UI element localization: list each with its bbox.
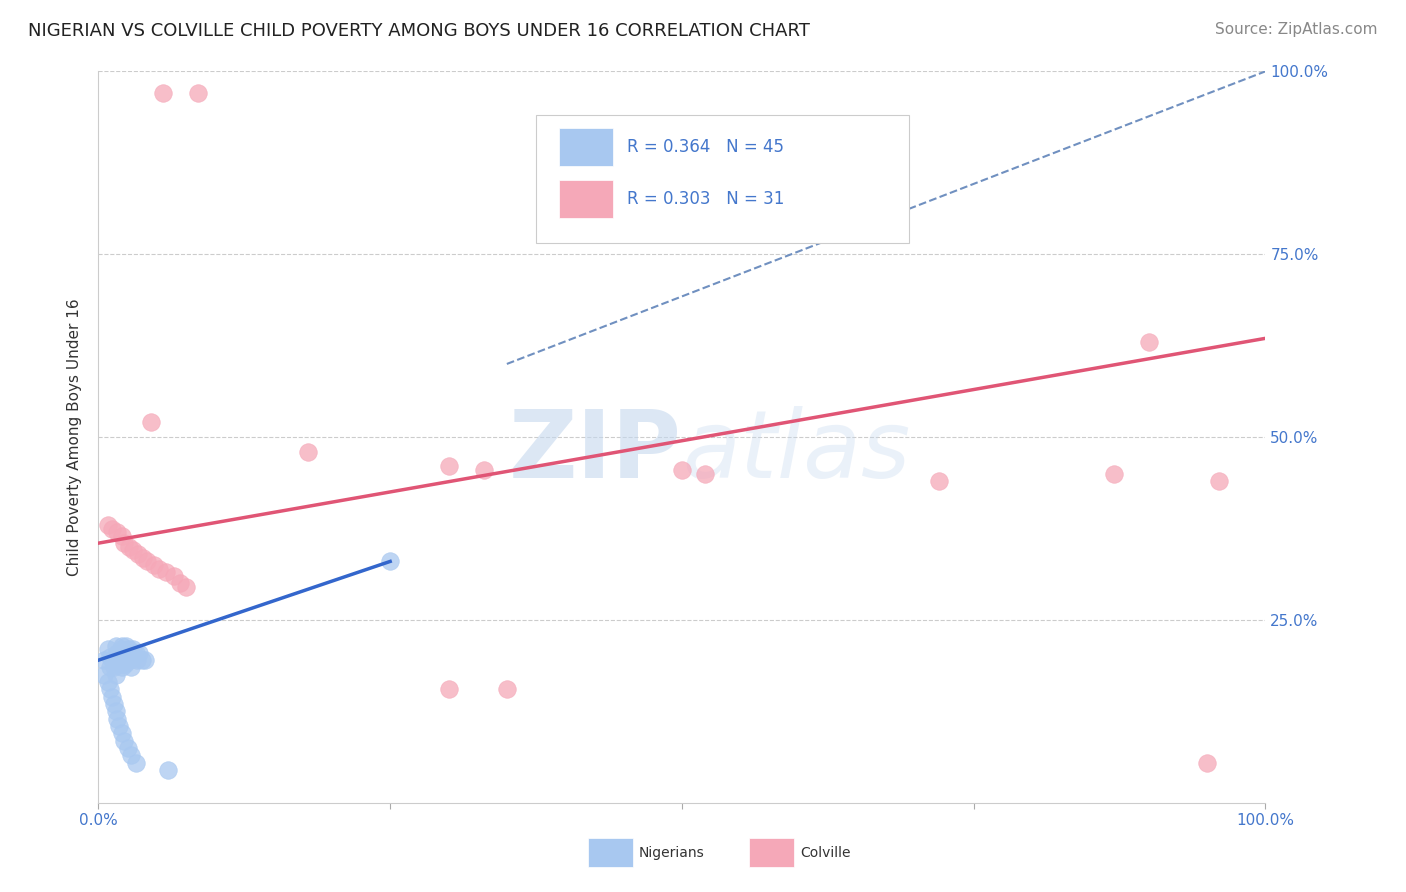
Point [122, 543, 145, 558]
FancyBboxPatch shape [560, 128, 613, 167]
Point [111, 726, 134, 740]
Point [174, 580, 197, 594]
Point [101, 653, 124, 667]
FancyBboxPatch shape [560, 179, 613, 218]
Point [139, 416, 162, 430]
Y-axis label: Child Poverty Among Boys Under 16: Child Poverty Among Boys Under 16 [67, 298, 83, 576]
Point [136, 554, 159, 568]
Text: Colville: Colville [800, 846, 851, 860]
Point [127, 547, 149, 561]
Point [104, 667, 127, 681]
Point [111, 639, 134, 653]
Point [122, 642, 145, 657]
Point [111, 649, 134, 664]
Point [104, 705, 127, 719]
Point [112, 646, 135, 660]
Point [134, 653, 156, 667]
Point [695, 467, 717, 481]
Point [169, 576, 191, 591]
Point [115, 639, 138, 653]
Point [118, 642, 141, 657]
Point [110, 642, 132, 657]
Point [125, 756, 148, 770]
Point [112, 536, 135, 550]
Point [105, 712, 128, 726]
Point [1102, 467, 1125, 481]
Point [97, 642, 120, 657]
Point [163, 569, 186, 583]
Point [495, 682, 517, 697]
Point [98, 649, 121, 664]
Point [152, 87, 174, 101]
Point [1137, 334, 1160, 349]
Point [117, 649, 139, 664]
Point [297, 444, 319, 458]
Point [122, 649, 145, 664]
Point [104, 639, 127, 653]
Point [112, 733, 135, 747]
Point [98, 660, 121, 674]
Point [437, 459, 460, 474]
Text: R = 0.303   N = 31: R = 0.303 N = 31 [627, 190, 785, 208]
Point [157, 763, 180, 777]
Point [132, 550, 155, 565]
Point [125, 653, 148, 667]
Point [108, 719, 131, 733]
Point [111, 660, 134, 674]
Point [120, 748, 142, 763]
Point [472, 463, 495, 477]
Point [118, 540, 141, 554]
Point [101, 690, 124, 704]
Point [131, 653, 153, 667]
Point [928, 474, 950, 488]
Point [187, 87, 209, 101]
Point [93, 653, 115, 667]
Point [93, 667, 115, 681]
Point [105, 525, 128, 540]
Point [155, 566, 177, 580]
Point [105, 646, 128, 660]
Text: NIGERIAN VS COLVILLE CHILD POVERTY AMONG BOYS UNDER 16 CORRELATION CHART: NIGERIAN VS COLVILLE CHILD POVERTY AMONG… [28, 22, 810, 40]
Point [143, 558, 166, 573]
Point [148, 562, 170, 576]
Point [125, 646, 148, 660]
Point [98, 682, 121, 697]
Point [117, 740, 139, 755]
Point [97, 675, 120, 690]
Point [128, 646, 150, 660]
FancyBboxPatch shape [536, 115, 910, 244]
Text: ZIP: ZIP [509, 406, 682, 498]
Text: Source: ZipAtlas.com: Source: ZipAtlas.com [1215, 22, 1378, 37]
Point [108, 653, 131, 667]
Point [114, 657, 136, 671]
Point [103, 660, 125, 674]
Point [1208, 474, 1230, 488]
Point [1195, 756, 1218, 770]
Point [101, 521, 124, 535]
Point [378, 554, 402, 568]
Point [118, 653, 141, 667]
Point [671, 463, 693, 477]
Point [120, 660, 142, 674]
Point [437, 682, 460, 697]
Point [111, 657, 134, 671]
Point [97, 517, 120, 532]
Point [103, 697, 125, 711]
Text: R = 0.364   N = 45: R = 0.364 N = 45 [627, 138, 785, 156]
Point [111, 529, 134, 543]
Text: Nigerians: Nigerians [638, 846, 704, 860]
Text: atlas: atlas [682, 406, 910, 497]
Point [104, 649, 127, 664]
